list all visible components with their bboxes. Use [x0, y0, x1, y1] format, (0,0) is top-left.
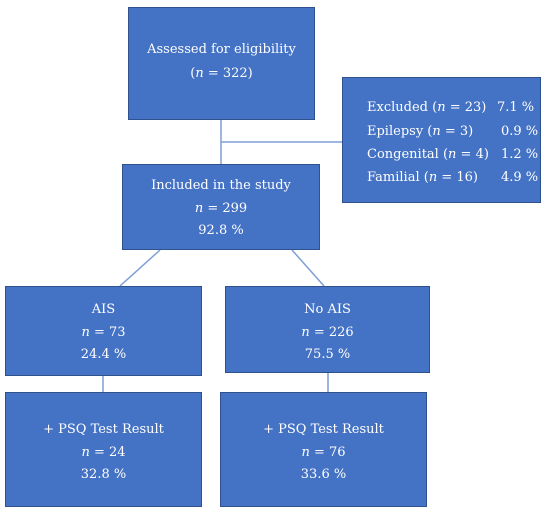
epilepsy-pct: 0.9 %: [501, 124, 539, 139]
excluded-label: Excluded (n = 23): [367, 100, 487, 115]
ais-psq-box: + PSQ Test Result n = 24 32.8 %: [5, 392, 202, 507]
congenital-label: Congenital (n = 4): [367, 147, 489, 162]
connector-included-ais: [119, 249, 161, 287]
no-ais-title: No AIS: [304, 302, 351, 317]
excluded-box: Excluded (n = 23) 7.1 % Epilepsy (n = 3)…: [342, 77, 541, 203]
epilepsy-label: Epilepsy (n = 3): [367, 124, 474, 139]
congenital-pct: 1.2 %: [501, 147, 539, 162]
included-title: Included in the study: [151, 178, 291, 193]
assessed-box: Assessed for eligibility (n = 322): [128, 7, 315, 120]
included-count: n = 299: [194, 201, 248, 216]
ais-psq-title: + PSQ Test Result: [43, 422, 164, 437]
connector-included-no-ais: [291, 249, 325, 287]
no-ais-psq-title: + PSQ Test Result: [263, 422, 384, 437]
ais-count: n = 73: [81, 325, 126, 340]
no-ais-psq-pct: 33.6 %: [300, 467, 347, 482]
assessed-title: Assessed for eligibility: [147, 42, 296, 57]
included-pct: 92.8 %: [198, 223, 244, 238]
familial-label: Familial (n = 16): [367, 170, 478, 185]
familial-pct: 4.9 %: [501, 170, 539, 185]
no-ais-box: No AIS n = 226 75.5 %: [225, 286, 430, 373]
included-box: Included in the study n = 299 92.8 %: [122, 164, 320, 250]
no-ais-psq-count: n = 76: [301, 445, 346, 460]
no-ais-psq-box: + PSQ Test Result n = 76 33.6 %: [220, 392, 427, 507]
assessed-count: (n = 322): [190, 66, 253, 81]
ais-title: AIS: [91, 302, 116, 317]
ais-pct: 24.4 %: [80, 347, 127, 362]
ais-box: AIS n = 73 24.4 %: [5, 286, 202, 376]
no-ais-count: n = 226: [301, 325, 354, 340]
ais-psq-count: n = 24: [81, 445, 126, 460]
ais-psq-pct: 32.8 %: [80, 467, 127, 482]
no-ais-pct: 75.5 %: [304, 347, 351, 362]
excluded-pct: 7.1 %: [497, 100, 535, 115]
